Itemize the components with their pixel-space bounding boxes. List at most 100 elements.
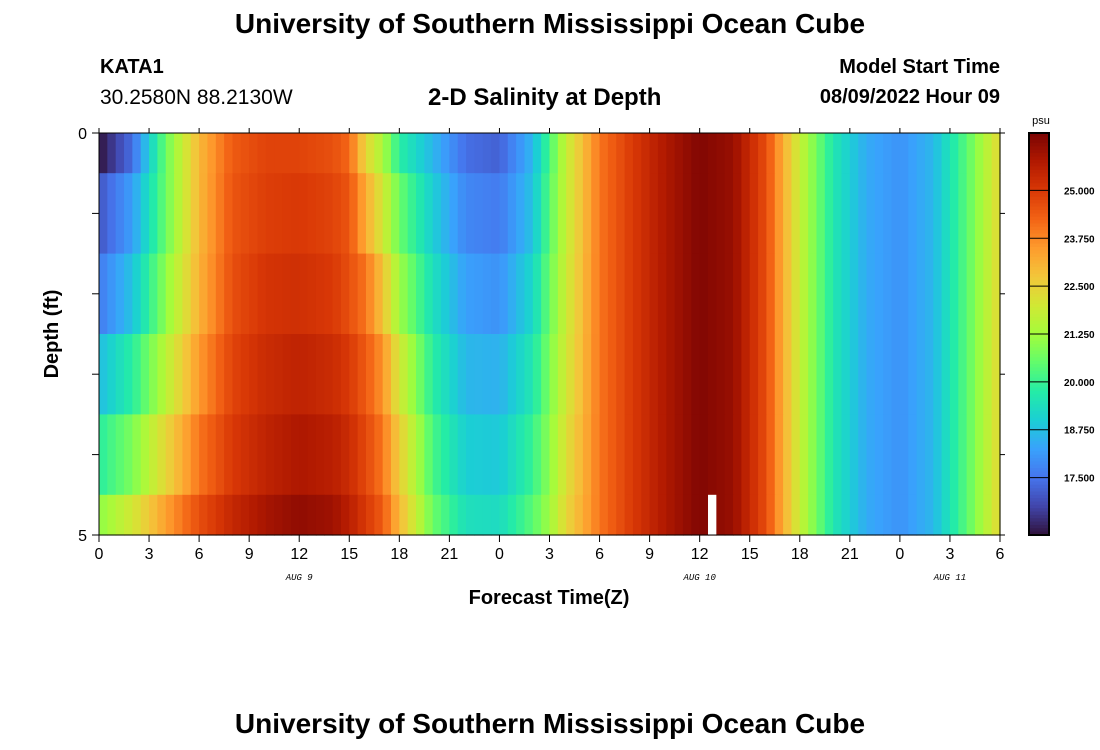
colorbar-swatch — [1029, 330, 1049, 335]
heatmap-cell — [416, 414, 425, 496]
heatmap-cell — [599, 414, 609, 496]
heatmap-cell — [491, 494, 501, 536]
colorbar-swatch — [1029, 226, 1049, 231]
heatmap-cell — [749, 133, 759, 174]
heatmap-cell — [124, 133, 133, 174]
heatmap-cell — [115, 133, 125, 174]
heatmap-cell — [491, 253, 501, 335]
colorbar-swatch — [1029, 273, 1049, 278]
heatmap-cell — [833, 334, 843, 415]
heatmap-cell — [991, 253, 1001, 335]
heatmap-cell — [799, 133, 809, 174]
heatmap-cell — [257, 133, 267, 174]
heatmap-cell — [491, 173, 501, 255]
heatmap-cell — [441, 173, 450, 255]
heatmap-cell — [182, 253, 192, 335]
heatmap-cell — [224, 494, 234, 536]
colorbar-swatch — [1029, 290, 1049, 295]
heatmap-cell — [816, 173, 826, 255]
heatmap-cell — [924, 494, 934, 536]
heatmap-cell — [390, 253, 400, 335]
x-tick-label: 0 — [95, 546, 104, 563]
heatmap-cell — [482, 133, 492, 174]
heatmap-cell — [749, 334, 759, 415]
heatmap-cell — [240, 334, 250, 415]
heatmap-cell — [474, 414, 484, 496]
heatmap-cell — [741, 414, 751, 496]
colorbar-swatch — [1029, 411, 1049, 415]
heatmap-cell — [824, 494, 834, 536]
colorbar-swatch — [1029, 236, 1049, 241]
x-tick-label: 21 — [841, 546, 859, 563]
colorbar-swatch — [1029, 277, 1049, 281]
colorbar-swatch — [1029, 417, 1049, 422]
heatmap-cell — [908, 494, 918, 536]
colorbar-swatch — [1029, 297, 1049, 302]
heatmap-cell — [290, 133, 300, 174]
heatmap-cell — [808, 334, 818, 415]
heatmap-cell — [132, 133, 142, 174]
heatmap-cell — [674, 414, 684, 496]
heatmap-cell — [124, 253, 133, 335]
heatmap-cell — [374, 494, 384, 536]
heatmap-cell — [974, 173, 984, 255]
heatmap-cell — [115, 414, 125, 496]
heatmap-cell — [599, 494, 609, 536]
heatmap-cell — [733, 414, 742, 496]
heatmap-cell — [699, 173, 709, 255]
colorbar-swatch — [1029, 360, 1049, 365]
colorbar-swatch — [1029, 508, 1049, 513]
model-start-label: Model Start Time — [839, 56, 1000, 78]
heatmap-cell — [249, 414, 259, 496]
heatmap-cell — [416, 173, 425, 255]
station-id: KATA1 — [100, 56, 164, 78]
heatmap-cell — [983, 133, 993, 174]
heatmap-cell — [282, 133, 292, 174]
colorbar-swatch — [1029, 163, 1049, 168]
heatmap-cell — [541, 334, 551, 415]
heatmap-cell — [874, 173, 884, 255]
heatmap-cell — [532, 173, 542, 255]
heatmap-cell — [916, 414, 926, 496]
heatmap-cell — [874, 414, 884, 496]
heatmap-cell — [340, 334, 350, 415]
heatmap-cell — [549, 494, 559, 536]
heatmap-cell — [874, 334, 884, 415]
heatmap-cell — [724, 133, 734, 174]
heatmap-cell — [507, 414, 517, 496]
heatmap-cell — [649, 133, 659, 174]
y-tick-label: 5 — [78, 528, 87, 545]
x-tick-label: 6 — [996, 546, 1005, 563]
colorbar-swatch — [1029, 434, 1049, 439]
missing-data-marks — [708, 494, 717, 535]
heatmap-cell — [816, 494, 826, 536]
heatmap-cell — [733, 133, 742, 174]
heatmap-cell — [841, 414, 851, 496]
heatmap-cell — [457, 414, 467, 496]
heatmap-cell — [115, 253, 125, 335]
heatmap-cell — [557, 494, 567, 536]
heatmap-cell — [149, 334, 158, 415]
heatmap-cell — [733, 334, 742, 415]
heatmap-cell — [457, 494, 467, 536]
heatmap-cell — [132, 494, 142, 536]
colorbar-swatch — [1029, 387, 1049, 392]
heatmap-cell — [207, 253, 217, 335]
heatmap-cell — [407, 414, 417, 496]
heatmap-cell — [207, 334, 217, 415]
heatmap-cell — [249, 494, 259, 536]
heatmap-cell — [799, 494, 809, 536]
colorbar-swatch — [1029, 384, 1049, 389]
heatmap-cell — [466, 414, 476, 496]
heatmap-cell — [365, 133, 375, 174]
heatmap-cell — [491, 414, 501, 496]
heatmap-cell — [349, 173, 359, 255]
heatmap-cell — [215, 414, 225, 496]
heatmap-cell — [357, 494, 367, 536]
heatmap-cell — [607, 173, 617, 255]
heatmap-cell — [682, 133, 692, 174]
x-axis-title: Forecast Time(Z) — [469, 587, 630, 609]
heatmap-cell — [691, 173, 701, 255]
colorbar-swatch — [1029, 156, 1049, 161]
heatmap-cell — [382, 253, 392, 335]
